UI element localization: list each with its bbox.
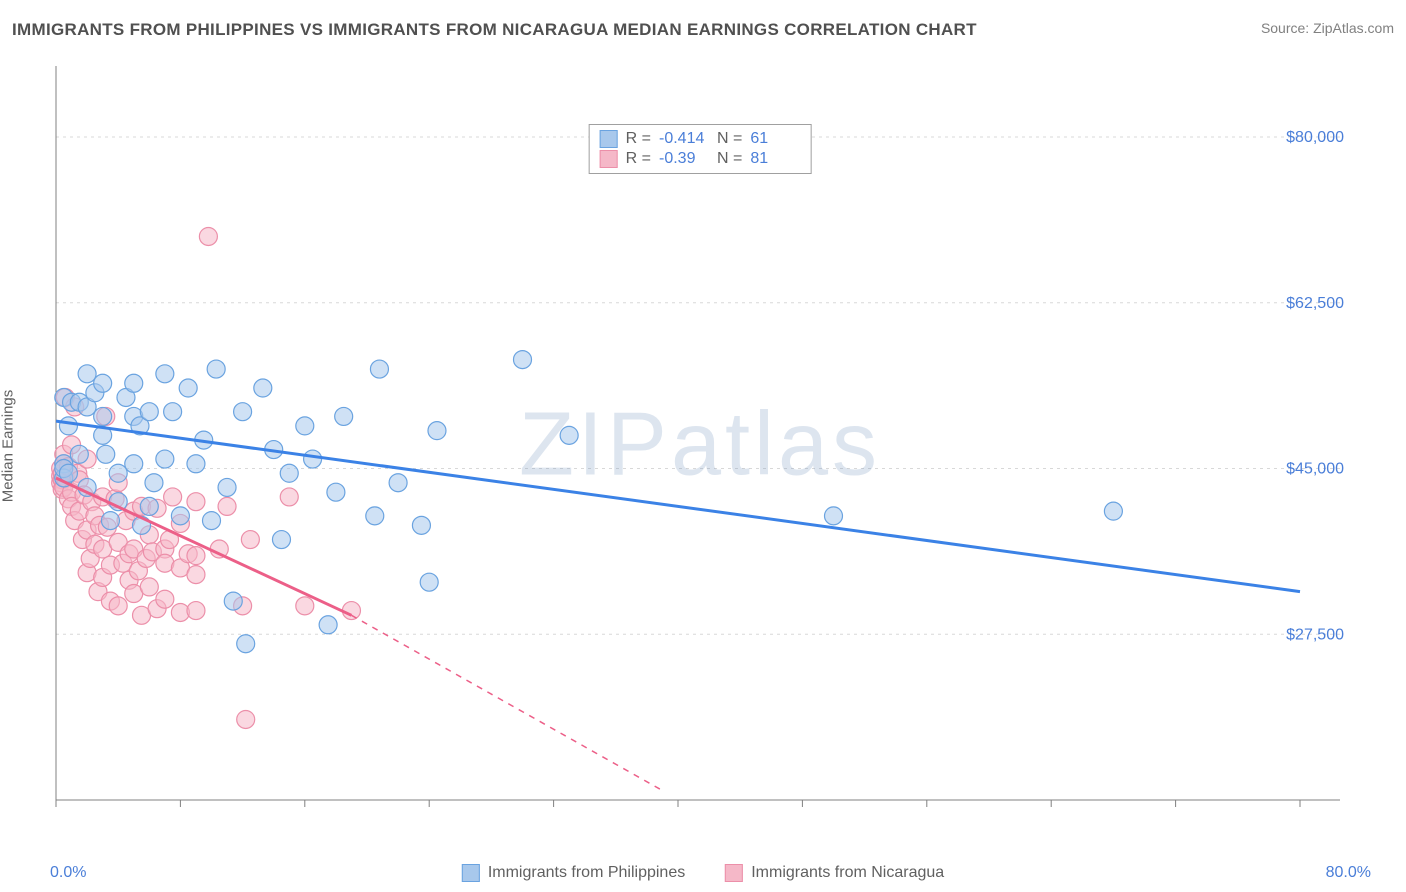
legend-swatch-philippines-bottom: [462, 864, 480, 882]
n-value-nicaragua: 81: [750, 150, 800, 168]
r-value-philippines: -0.414: [659, 130, 709, 148]
svg-text:$27,500: $27,500: [1286, 626, 1344, 643]
svg-text:$45,000: $45,000: [1286, 461, 1344, 478]
x-axis-min-label: 0.0%: [50, 864, 86, 882]
r-label: R =: [626, 130, 651, 148]
legend-swatch-nicaragua-bottom: [725, 864, 743, 882]
n-value-philippines: 61: [750, 130, 800, 148]
legend-swatch-philippines: [600, 130, 618, 148]
legend-swatch-nicaragua: [600, 150, 618, 168]
n-label: N =: [717, 150, 742, 168]
series-name-nicaragua: Immigrants from Nicaragua: [751, 864, 944, 882]
svg-text:$62,500: $62,500: [1286, 295, 1344, 312]
n-label: N =: [717, 130, 742, 148]
source-attribution: Source: ZipAtlas.com: [1261, 20, 1394, 36]
r-value-nicaragua: -0.39: [659, 150, 709, 168]
legend-item-philippines: Immigrants from Philippines: [462, 864, 685, 882]
legend-item-nicaragua: Immigrants from Nicaragua: [725, 864, 944, 882]
legend-row-philippines: R = -0.414 N = 61: [600, 129, 801, 149]
r-label: R =: [626, 150, 651, 168]
svg-text:$80,000: $80,000: [1286, 129, 1344, 146]
series-name-philippines: Immigrants from Philippines: [488, 864, 685, 882]
chart-plot-area: $27,500$45,000$62,500$80,000 ZIPatlas R …: [50, 60, 1350, 830]
y-axis-label: Median Earnings: [0, 390, 17, 503]
series-legend: Immigrants from Philippines Immigrants f…: [462, 864, 944, 882]
chart-svg: $27,500 $45,000 $62,500 $80,000: [50, 60, 1350, 830]
legend-row-nicaragua: R = -0.39 N = 81: [600, 149, 801, 169]
chart-title: IMMIGRANTS FROM PHILIPPINES VS IMMIGRANT…: [12, 20, 977, 40]
x-axis-max-label: 80.0%: [1326, 864, 1371, 882]
correlation-legend: R = -0.414 N = 61 R = -0.39 N = 81: [589, 124, 812, 174]
